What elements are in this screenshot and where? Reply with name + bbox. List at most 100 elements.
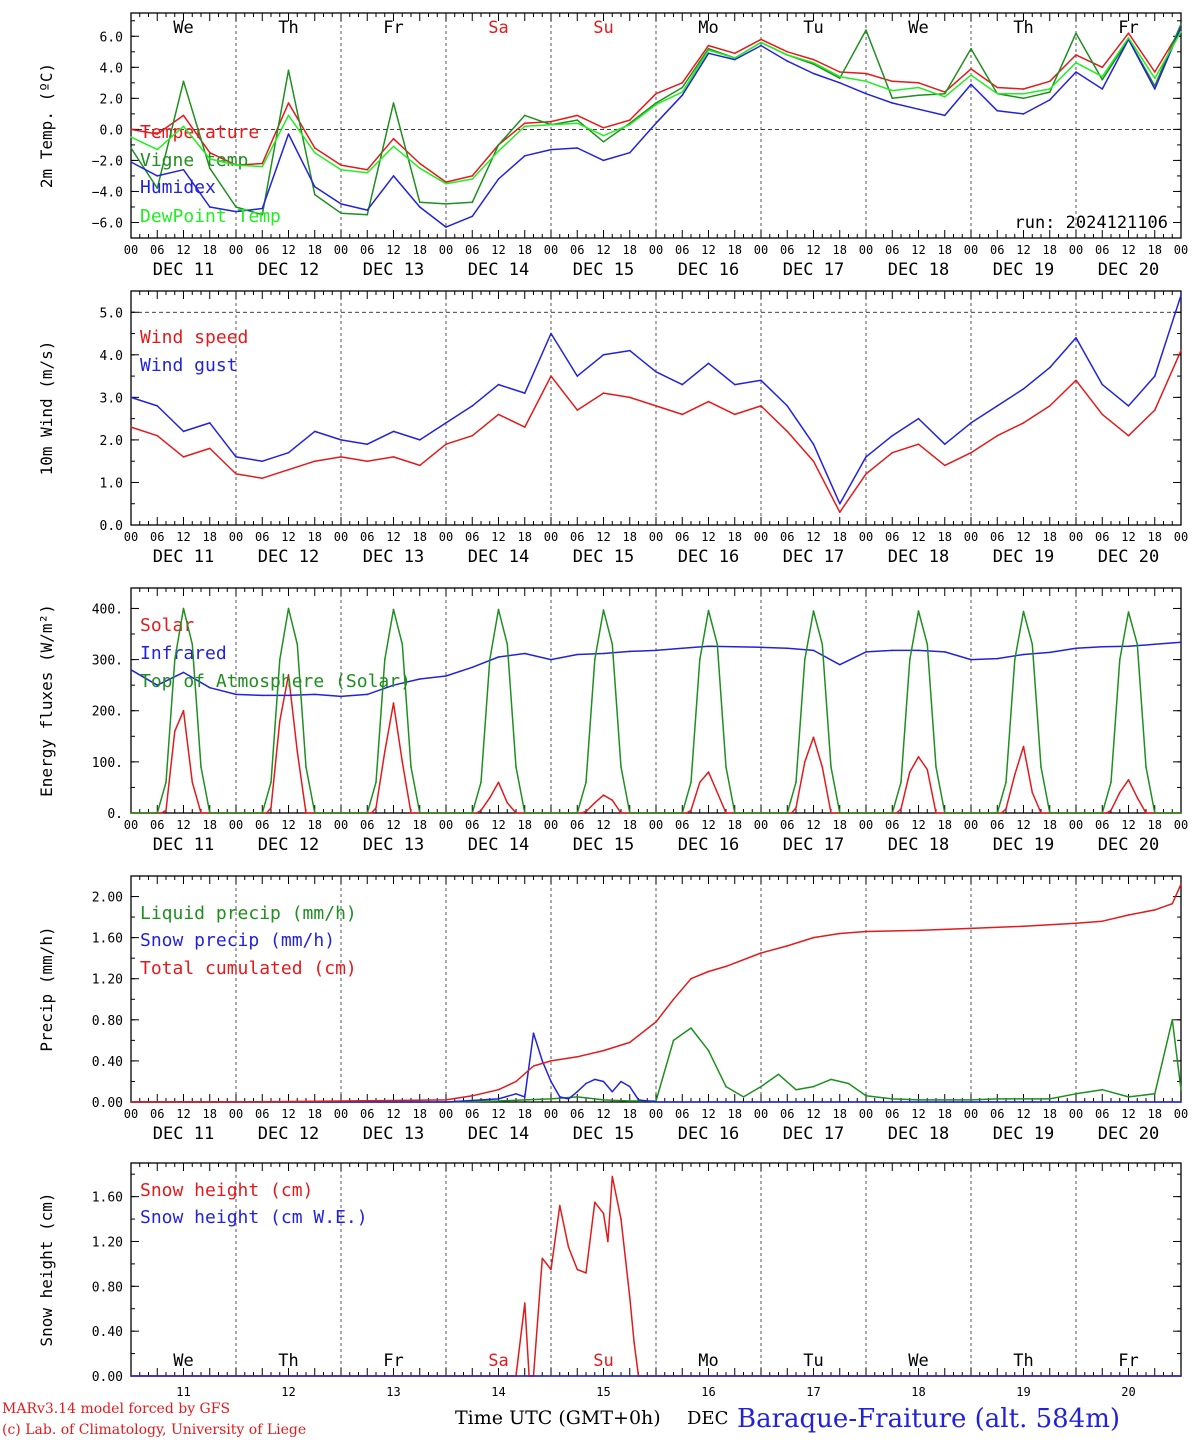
day-of-week-label: Th xyxy=(278,18,298,38)
x-hour-label: 00 xyxy=(229,1107,243,1121)
data-point xyxy=(786,51,789,53)
data-point xyxy=(480,809,482,812)
data-point xyxy=(471,201,474,204)
data-point xyxy=(891,97,894,100)
data-point xyxy=(1022,388,1025,390)
data-point xyxy=(550,1268,552,1271)
x-hour-label: 06 xyxy=(780,818,794,832)
x-hour-label: 18 xyxy=(1148,243,1162,257)
data-point xyxy=(944,114,946,117)
data-point xyxy=(655,122,657,124)
x-hour-label: 18 xyxy=(413,530,427,544)
data-point xyxy=(1049,812,1051,814)
data-point xyxy=(366,172,369,174)
legend-entry: DewPoint Temp xyxy=(140,206,281,227)
y-tick-label: 0.00 xyxy=(92,1370,123,1385)
x-hour-label: 12 xyxy=(596,243,610,257)
data-point xyxy=(970,422,972,424)
data-point xyxy=(655,405,657,407)
data-point xyxy=(996,405,999,407)
data-point xyxy=(996,812,999,814)
data-point xyxy=(699,781,701,784)
data-point xyxy=(786,430,789,433)
data-point xyxy=(1180,26,1182,28)
x-hour-label: 12 xyxy=(596,530,610,544)
data-point xyxy=(1180,883,1182,885)
data-point xyxy=(655,1021,657,1023)
y-tick-label: 3.0 xyxy=(100,391,123,406)
data-point xyxy=(865,1101,867,1103)
day-of-month-label: 14 xyxy=(491,1385,505,1399)
x-hour-label: 12 xyxy=(1121,243,1135,257)
data-point xyxy=(1127,434,1130,437)
data-point xyxy=(716,643,719,646)
data-point xyxy=(305,812,307,814)
data-point xyxy=(1022,422,1025,424)
data-point xyxy=(401,761,404,763)
data-point xyxy=(1031,643,1034,646)
month-label: DEC xyxy=(687,1408,728,1429)
data-point xyxy=(917,417,920,420)
x-date-label: DEC 18 xyxy=(888,547,949,567)
data-point xyxy=(1119,658,1121,661)
x-hour-label: 18 xyxy=(728,243,742,257)
x-hour-label: 00 xyxy=(649,243,663,257)
data-point xyxy=(366,812,369,814)
x-hour-label: 00 xyxy=(859,818,873,832)
day-of-month-label: 20 xyxy=(1121,1385,1135,1399)
station-label: Baraque-Fraiture (alt. 584m) xyxy=(737,1404,1120,1434)
data-point xyxy=(287,69,290,72)
data-point xyxy=(524,1302,526,1304)
x-hour-label: 12 xyxy=(176,530,190,544)
data-point xyxy=(1180,349,1182,352)
run-label: run: 2024121106 xyxy=(1014,213,1168,233)
x-date-label: DEC 11 xyxy=(153,835,214,855)
x-hour-label: 18 xyxy=(308,1107,322,1121)
data-point xyxy=(707,970,710,973)
data-point xyxy=(515,766,517,768)
data-point xyxy=(265,812,268,814)
data-point xyxy=(532,1032,535,1034)
data-point xyxy=(839,71,841,73)
x-hour-label: 12 xyxy=(806,1107,820,1121)
data-point xyxy=(607,1240,609,1243)
data-point xyxy=(1127,611,1130,613)
data-point xyxy=(279,720,281,722)
data-point xyxy=(996,1098,999,1100)
data-point xyxy=(1154,909,1156,911)
data-point xyxy=(156,405,159,407)
x-hour-label: 06 xyxy=(1095,1107,1109,1121)
data-point xyxy=(370,812,373,814)
x-hour-label: 06 xyxy=(1095,243,1109,257)
data-point xyxy=(235,693,237,696)
data-point xyxy=(585,810,587,813)
data-point xyxy=(917,1099,920,1101)
data-point xyxy=(261,165,264,168)
x-hour-label: 06 xyxy=(885,243,899,257)
data-point xyxy=(611,643,614,646)
data-point xyxy=(296,643,299,646)
data-point xyxy=(515,1093,517,1095)
data-point xyxy=(576,119,579,121)
day-of-week-label: Sa xyxy=(488,1351,508,1371)
data-point xyxy=(672,998,675,1001)
data-point xyxy=(620,1080,622,1083)
x-hour-label: 18 xyxy=(938,818,952,832)
data-point xyxy=(1110,809,1112,812)
x-hour-label: 06 xyxy=(675,530,689,544)
data-point xyxy=(270,807,272,809)
data-point xyxy=(909,771,911,773)
x-hour-label: 00 xyxy=(124,243,138,257)
data-point xyxy=(287,451,290,454)
x-hour-label: 12 xyxy=(1121,1107,1135,1121)
x-hour-label: 12 xyxy=(491,1107,505,1121)
data-point xyxy=(830,766,832,768)
data-point xyxy=(1180,812,1182,814)
x-hour-label: 18 xyxy=(1043,818,1057,832)
data-point xyxy=(690,977,692,980)
data-point xyxy=(1005,781,1007,784)
data-point xyxy=(629,650,631,653)
data-point xyxy=(681,82,684,84)
day-of-week-label: Tu xyxy=(803,1351,823,1371)
